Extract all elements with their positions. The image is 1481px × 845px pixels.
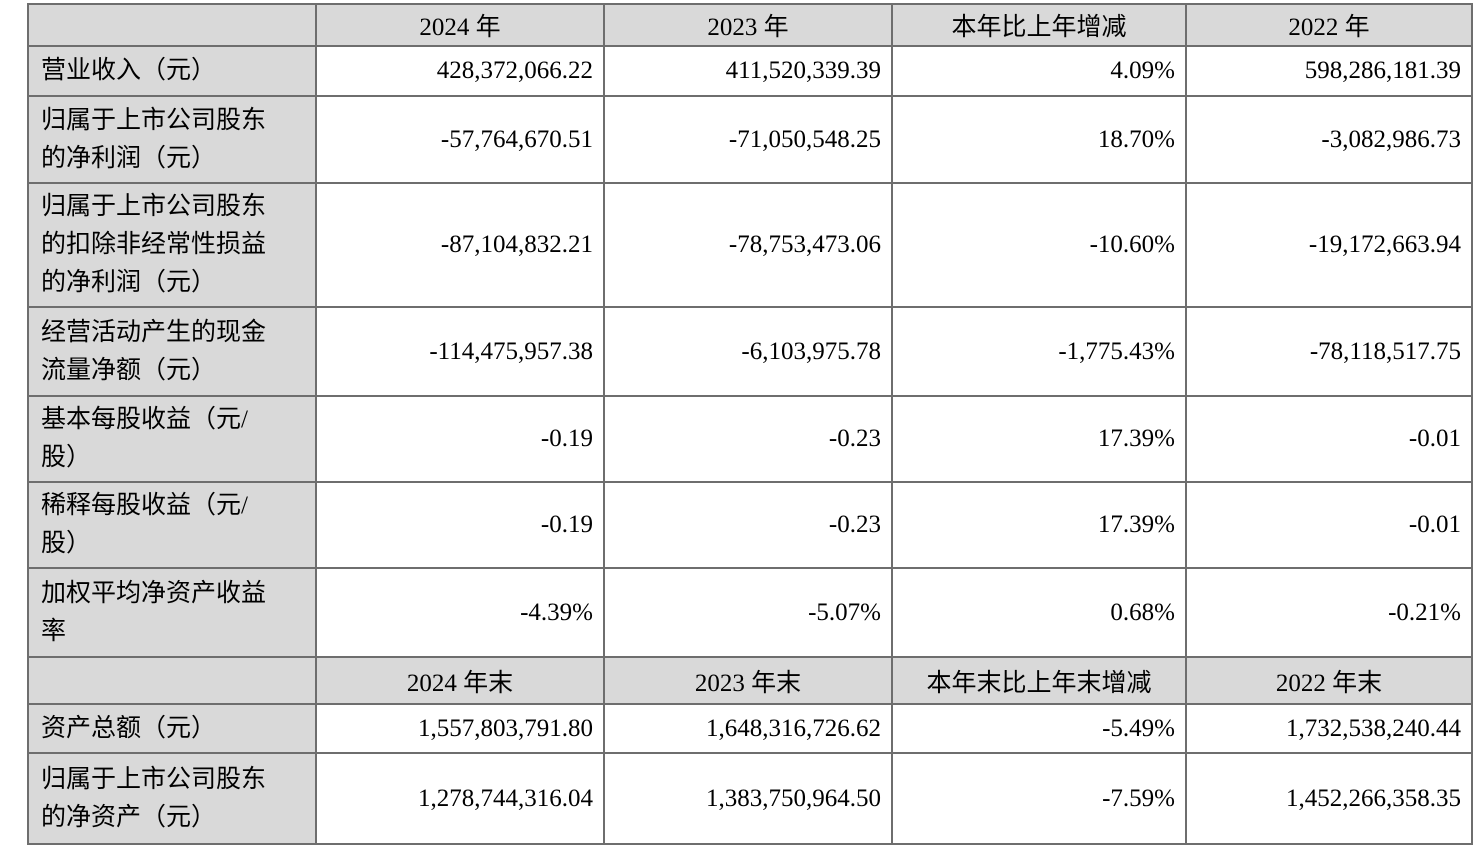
row-label: 归属于上市公司股东 的扣除非经常性损益 的净利润（元）	[27, 182, 317, 308]
cell-value: 17.39%	[891, 395, 1187, 483]
cell-value: -0.01	[1185, 481, 1473, 569]
cell-value: -0.01	[1185, 395, 1473, 483]
row-label: 经营活动产生的现金 流量净额（元）	[27, 306, 317, 397]
cell-value: -87,104,832.21	[315, 182, 605, 308]
table-row-total-assets: 资产总额（元） 1,557,803,791.80 1,648,316,726.6…	[27, 703, 1473, 754]
cell-value: 1,452,266,358.35	[1185, 752, 1473, 845]
column-header-blank	[27, 3, 317, 47]
column-header-2023: 2023 年	[603, 3, 893, 47]
row-label: 归属于上市公司股东 的净利润（元）	[27, 95, 317, 184]
table-row-revenue: 营业收入（元） 428,372,066.22 411,520,339.39 4.…	[27, 45, 1473, 97]
cell-value: 17.39%	[891, 481, 1187, 569]
cell-value: -10.60%	[891, 182, 1187, 308]
row-label: 基本每股收益（元/ 股）	[27, 395, 317, 483]
cell-value: -78,118,517.75	[1185, 306, 1473, 397]
cell-value: -19,172,663.94	[1185, 182, 1473, 308]
column-header-year-end-change: 本年末比上年末增减	[891, 656, 1187, 705]
row-label: 稀释每股收益（元/ 股）	[27, 481, 317, 569]
cell-value: -1,775.43%	[891, 306, 1187, 397]
cell-value: -0.19	[315, 395, 605, 483]
cell-value: 18.70%	[891, 95, 1187, 184]
cell-value: 4.09%	[891, 45, 1187, 97]
table-row-net-profit: 归属于上市公司股东 的净利润（元） -57,764,670.51 -71,050…	[27, 95, 1473, 184]
table-row-net-assets: 归属于上市公司股东 的净资产（元） 1,278,744,316.04 1,383…	[27, 752, 1473, 845]
cell-value: -114,475,957.38	[315, 306, 605, 397]
cell-value: 1,383,750,964.50	[603, 752, 893, 845]
cell-value: -0.23	[603, 481, 893, 569]
cell-value: -78,753,473.06	[603, 182, 893, 308]
cell-value: -3,082,986.73	[1185, 95, 1473, 184]
column-header-yoy-change: 本年比上年增减	[891, 3, 1187, 47]
cell-value: 1,278,744,316.04	[315, 752, 605, 845]
table-row-net-profit-excl-nonrecurring: 归属于上市公司股东 的扣除非经常性损益 的净利润（元） -87,104,832.…	[27, 182, 1473, 308]
cell-value: -7.59%	[891, 752, 1187, 845]
table-row-operating-cash-flow: 经营活动产生的现金 流量净额（元） -114,475,957.38 -6,103…	[27, 306, 1473, 397]
header-row-year-end: 2024 年末 2023 年末 本年末比上年末增减 2022 年末	[27, 656, 1473, 705]
table-row-diluted-eps: 稀释每股收益（元/ 股） -0.19 -0.23 17.39% -0.01	[27, 481, 1473, 569]
cell-value: 428,372,066.22	[315, 45, 605, 97]
cell-value: -0.23	[603, 395, 893, 483]
column-header-blank	[27, 656, 317, 705]
cell-value: -57,764,670.51	[315, 95, 605, 184]
cell-value: 0.68%	[891, 567, 1187, 658]
cell-value: -6,103,975.78	[603, 306, 893, 397]
cell-value: -5.07%	[603, 567, 893, 658]
cell-value: 598,286,181.39	[1185, 45, 1473, 97]
row-label: 营业收入（元）	[27, 45, 317, 97]
column-header-2022-end: 2022 年末	[1185, 656, 1473, 705]
cell-value: 1,557,803,791.80	[315, 703, 605, 754]
cell-value: -71,050,548.25	[603, 95, 893, 184]
cell-value: -0.19	[315, 481, 605, 569]
cell-value: 1,648,316,726.62	[603, 703, 893, 754]
table-row-weighted-avg-roe: 加权平均净资产收益 率 -4.39% -5.07% 0.68% -0.21%	[27, 567, 1473, 658]
column-header-2023-end: 2023 年末	[603, 656, 893, 705]
row-label: 归属于上市公司股东 的净资产（元）	[27, 752, 317, 845]
cell-value: -0.21%	[1185, 567, 1473, 658]
column-header-2024-end: 2024 年末	[315, 656, 605, 705]
row-label: 加权平均净资产收益 率	[27, 567, 317, 658]
cell-value: 1,732,538,240.44	[1185, 703, 1473, 754]
cell-value: -4.39%	[315, 567, 605, 658]
cell-value: 411,520,339.39	[603, 45, 893, 97]
header-row-annual: 2024 年 2023 年 本年比上年增减 2022 年	[27, 3, 1473, 47]
table-row-basic-eps: 基本每股收益（元/ 股） -0.19 -0.23 17.39% -0.01	[27, 395, 1473, 483]
key-financials-table: 2024 年 2023 年 本年比上年增减 2022 年 营业收入（元） 428…	[27, 3, 1473, 845]
row-label: 资产总额（元）	[27, 703, 317, 754]
column-header-2022: 2022 年	[1185, 3, 1473, 47]
column-header-2024: 2024 年	[315, 3, 605, 47]
cell-value: -5.49%	[891, 703, 1187, 754]
